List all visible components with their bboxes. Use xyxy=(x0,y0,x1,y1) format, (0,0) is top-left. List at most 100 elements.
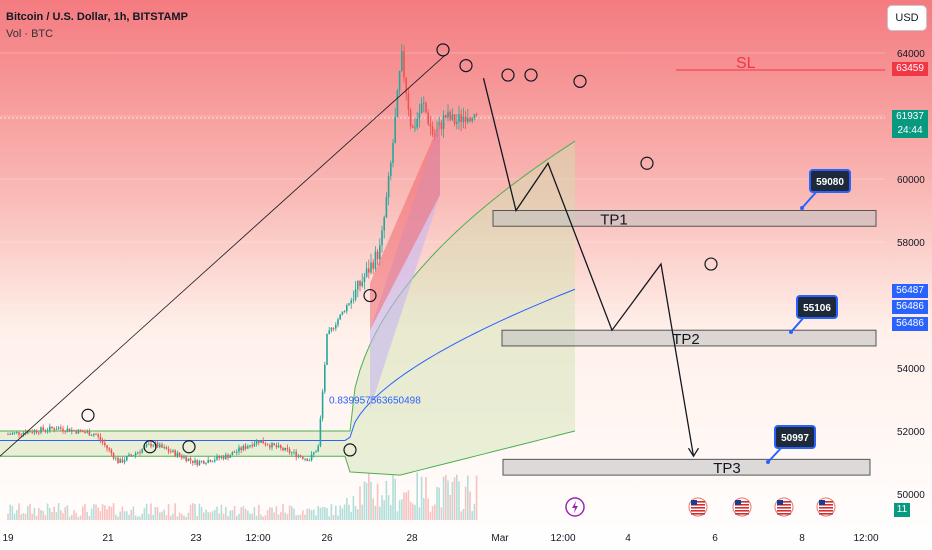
tp2-zone xyxy=(501,329,877,347)
volume-bar xyxy=(99,511,102,520)
pivot-circle-marker xyxy=(363,288,377,303)
x-tick-label: 26 xyxy=(321,533,333,544)
volume-bar xyxy=(187,512,190,520)
volume-bar xyxy=(227,516,229,520)
volume-bar xyxy=(264,515,267,520)
candle-body xyxy=(302,456,304,459)
volume-bar xyxy=(282,504,284,520)
volume-bar xyxy=(324,507,326,520)
volume-bar xyxy=(374,505,377,520)
candle-body xyxy=(350,300,352,304)
candle-body xyxy=(354,289,357,300)
candle-body xyxy=(75,430,77,434)
volume-bar xyxy=(163,509,165,520)
candle-body xyxy=(64,430,66,432)
volume-bar xyxy=(214,509,216,520)
volume-bar xyxy=(269,507,271,520)
candle-body xyxy=(401,51,403,71)
candle-body xyxy=(266,444,269,446)
pivot-circle-marker xyxy=(501,68,515,82)
volume-bar xyxy=(346,497,348,520)
candle-body xyxy=(207,459,209,463)
pivot-circle-marker xyxy=(81,408,95,422)
volume-bar xyxy=(170,515,172,520)
candle-body xyxy=(216,456,218,460)
candle-body xyxy=(431,126,434,135)
symbol-title[interactable]: Bitcoin / U.S. Dollar, 1h, BITSTAMP xyxy=(6,11,188,23)
volume-bar xyxy=(451,481,454,520)
candle-body xyxy=(233,452,236,453)
volume-bar xyxy=(167,504,170,520)
candle-body xyxy=(414,127,416,129)
y-tick-label: 54000 xyxy=(897,364,925,375)
candle-body xyxy=(95,434,97,436)
candle-body xyxy=(420,103,423,114)
callout-dot xyxy=(800,206,804,210)
us-flag-icon-stripe xyxy=(735,513,749,515)
us-flag-icon xyxy=(816,497,836,517)
candle-body xyxy=(376,251,379,260)
volume-bar xyxy=(82,506,84,520)
volume-bar xyxy=(456,474,458,520)
volume-bar xyxy=(172,513,174,520)
candle-body xyxy=(196,460,198,465)
candle-body xyxy=(178,452,181,456)
us-flag-icon-stripe xyxy=(777,501,791,503)
candle-body xyxy=(326,333,328,365)
volume-bar xyxy=(438,487,440,520)
volume-bar xyxy=(442,476,445,520)
candle-body xyxy=(187,458,190,462)
volume-bar xyxy=(440,507,443,520)
candle-body xyxy=(60,427,62,429)
us-flag-icon-canton xyxy=(819,500,825,505)
candle-body xyxy=(132,455,135,457)
volume-bar xyxy=(57,503,60,520)
candle-body xyxy=(387,176,390,198)
x-tick-label: 12:00 xyxy=(550,533,575,544)
volume-indicator-label[interactable]: Vol · BTC xyxy=(6,28,54,40)
candle-body xyxy=(264,443,267,445)
volume-bar xyxy=(464,486,467,520)
volume-bar xyxy=(22,513,25,520)
us-flag-icon-stripe xyxy=(777,504,791,506)
callout-dot xyxy=(789,330,793,334)
candle-body xyxy=(361,281,363,287)
volume-bar xyxy=(29,504,31,520)
volume-bar xyxy=(119,511,121,520)
volume-bar xyxy=(425,477,427,520)
candle-body xyxy=(429,124,432,127)
candle-body xyxy=(244,445,247,449)
volume-bar xyxy=(304,514,306,520)
volume-bar xyxy=(68,516,71,520)
candle-body xyxy=(126,456,128,461)
volume-bar xyxy=(31,513,33,520)
candle-body xyxy=(77,429,80,434)
volume-bar xyxy=(423,498,425,520)
volume-bar xyxy=(134,515,137,520)
volume-bar xyxy=(291,506,293,520)
us-flag-icon-canton xyxy=(735,500,741,505)
candle-body xyxy=(385,197,388,218)
callout-text: 59080 xyxy=(816,177,844,188)
us-flag-icon-stripe xyxy=(819,513,833,515)
candle-body xyxy=(104,442,106,446)
candle-body xyxy=(200,460,203,462)
candle-body xyxy=(469,118,471,122)
currency-button[interactable]: USD xyxy=(887,5,927,31)
candle-body xyxy=(471,118,473,122)
callout-text: 55106 xyxy=(803,303,831,314)
candle-body xyxy=(128,454,130,457)
volume-bar xyxy=(73,510,75,520)
tp2-label: TP2 xyxy=(672,331,700,348)
callout-box xyxy=(774,425,816,449)
candle-body xyxy=(365,268,368,277)
candle-body xyxy=(194,460,196,464)
volume-bar xyxy=(332,515,335,520)
candle-body xyxy=(440,122,443,129)
volume-bar xyxy=(416,472,418,520)
volume-bar xyxy=(101,504,104,520)
candle-body xyxy=(7,434,9,435)
candle-body xyxy=(84,432,86,433)
